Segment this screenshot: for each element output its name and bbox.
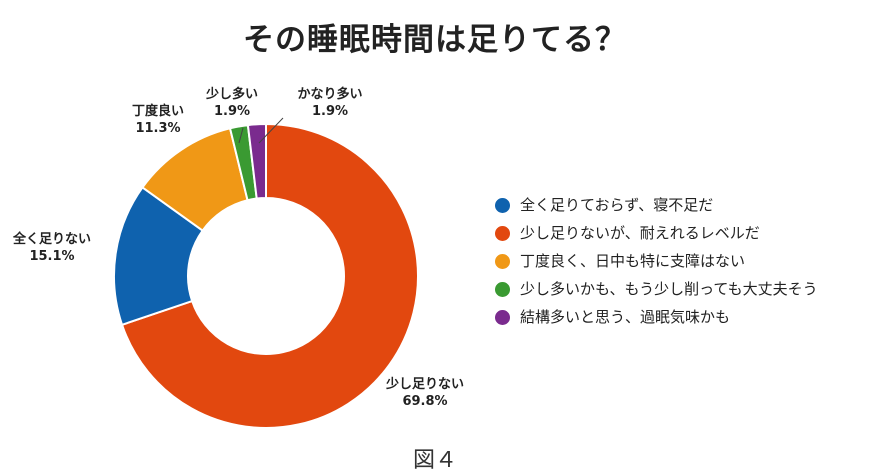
slice-label-sukoshi-tarinai: 少し足りない [385,376,464,392]
figure-caption: 図４ [412,448,457,473]
legend-label: 全く足りておらず、寝不足だ [520,196,714,214]
legend-swatch-icon [495,226,510,241]
legend-swatch-icon [495,198,510,213]
legend-label: 丁度良く、日中も特に支障はない [520,252,746,270]
slice-value-kanari-ooi: 1.9% [312,104,348,119]
legend-label: 少し足りないが、耐えれるレベルだ [520,224,760,242]
slice-label-choudo-yoi: 丁度良い [132,103,184,119]
legend-item: 丁度良く、日中も特に支障はない [495,252,855,271]
slice-value-sukoshi-tarinai: 69.8% [402,394,447,409]
slice-kanari-ooi [246,122,267,200]
leader-line-kanari-ooi [258,117,284,144]
legend-swatch-icon [495,254,510,269]
legend-item: 少し多いかも、もう少し削っても大丈夫そう [495,280,855,299]
slice-label-sukoshi-ooi: 少し多い [205,86,258,102]
slice-label-mattaku-tarinai: 全く足りない [12,231,91,247]
legend-swatch-icon [495,310,510,325]
slice-label-kanari-ooi: かなり多い [297,86,362,102]
legend-swatch-icon [495,282,510,297]
legend-item: 全く足りておらず、寝不足だ [495,196,855,215]
slice-value-choudo-yoi: 11.3% [135,121,180,136]
slice-sukoshi-tarinai [120,122,419,429]
legend: 全く足りておらず、寝不足だ少し足りないが、耐えれるレベルだ 丁度良く、日中も特に支… [495,196,855,336]
legend-label: 結構多いと思う、過眠気味かも [520,308,731,326]
legend-label: 少し多いかも、もう少し削っても大丈夫そう [520,280,818,298]
leader-line-sukoshi-ooi [238,127,244,144]
slice-value-mattaku-tarinai: 15.1% [29,249,74,264]
legend-item: 少し足りないが、耐えれるレベルだ [495,224,855,243]
slice-value-sukoshi-ooi: 1.9% [214,104,250,119]
chart-title: その睡眠時間は足りてる？ [243,22,627,58]
legend-item: 結構多いと思う、過眠気味かも [495,308,855,327]
